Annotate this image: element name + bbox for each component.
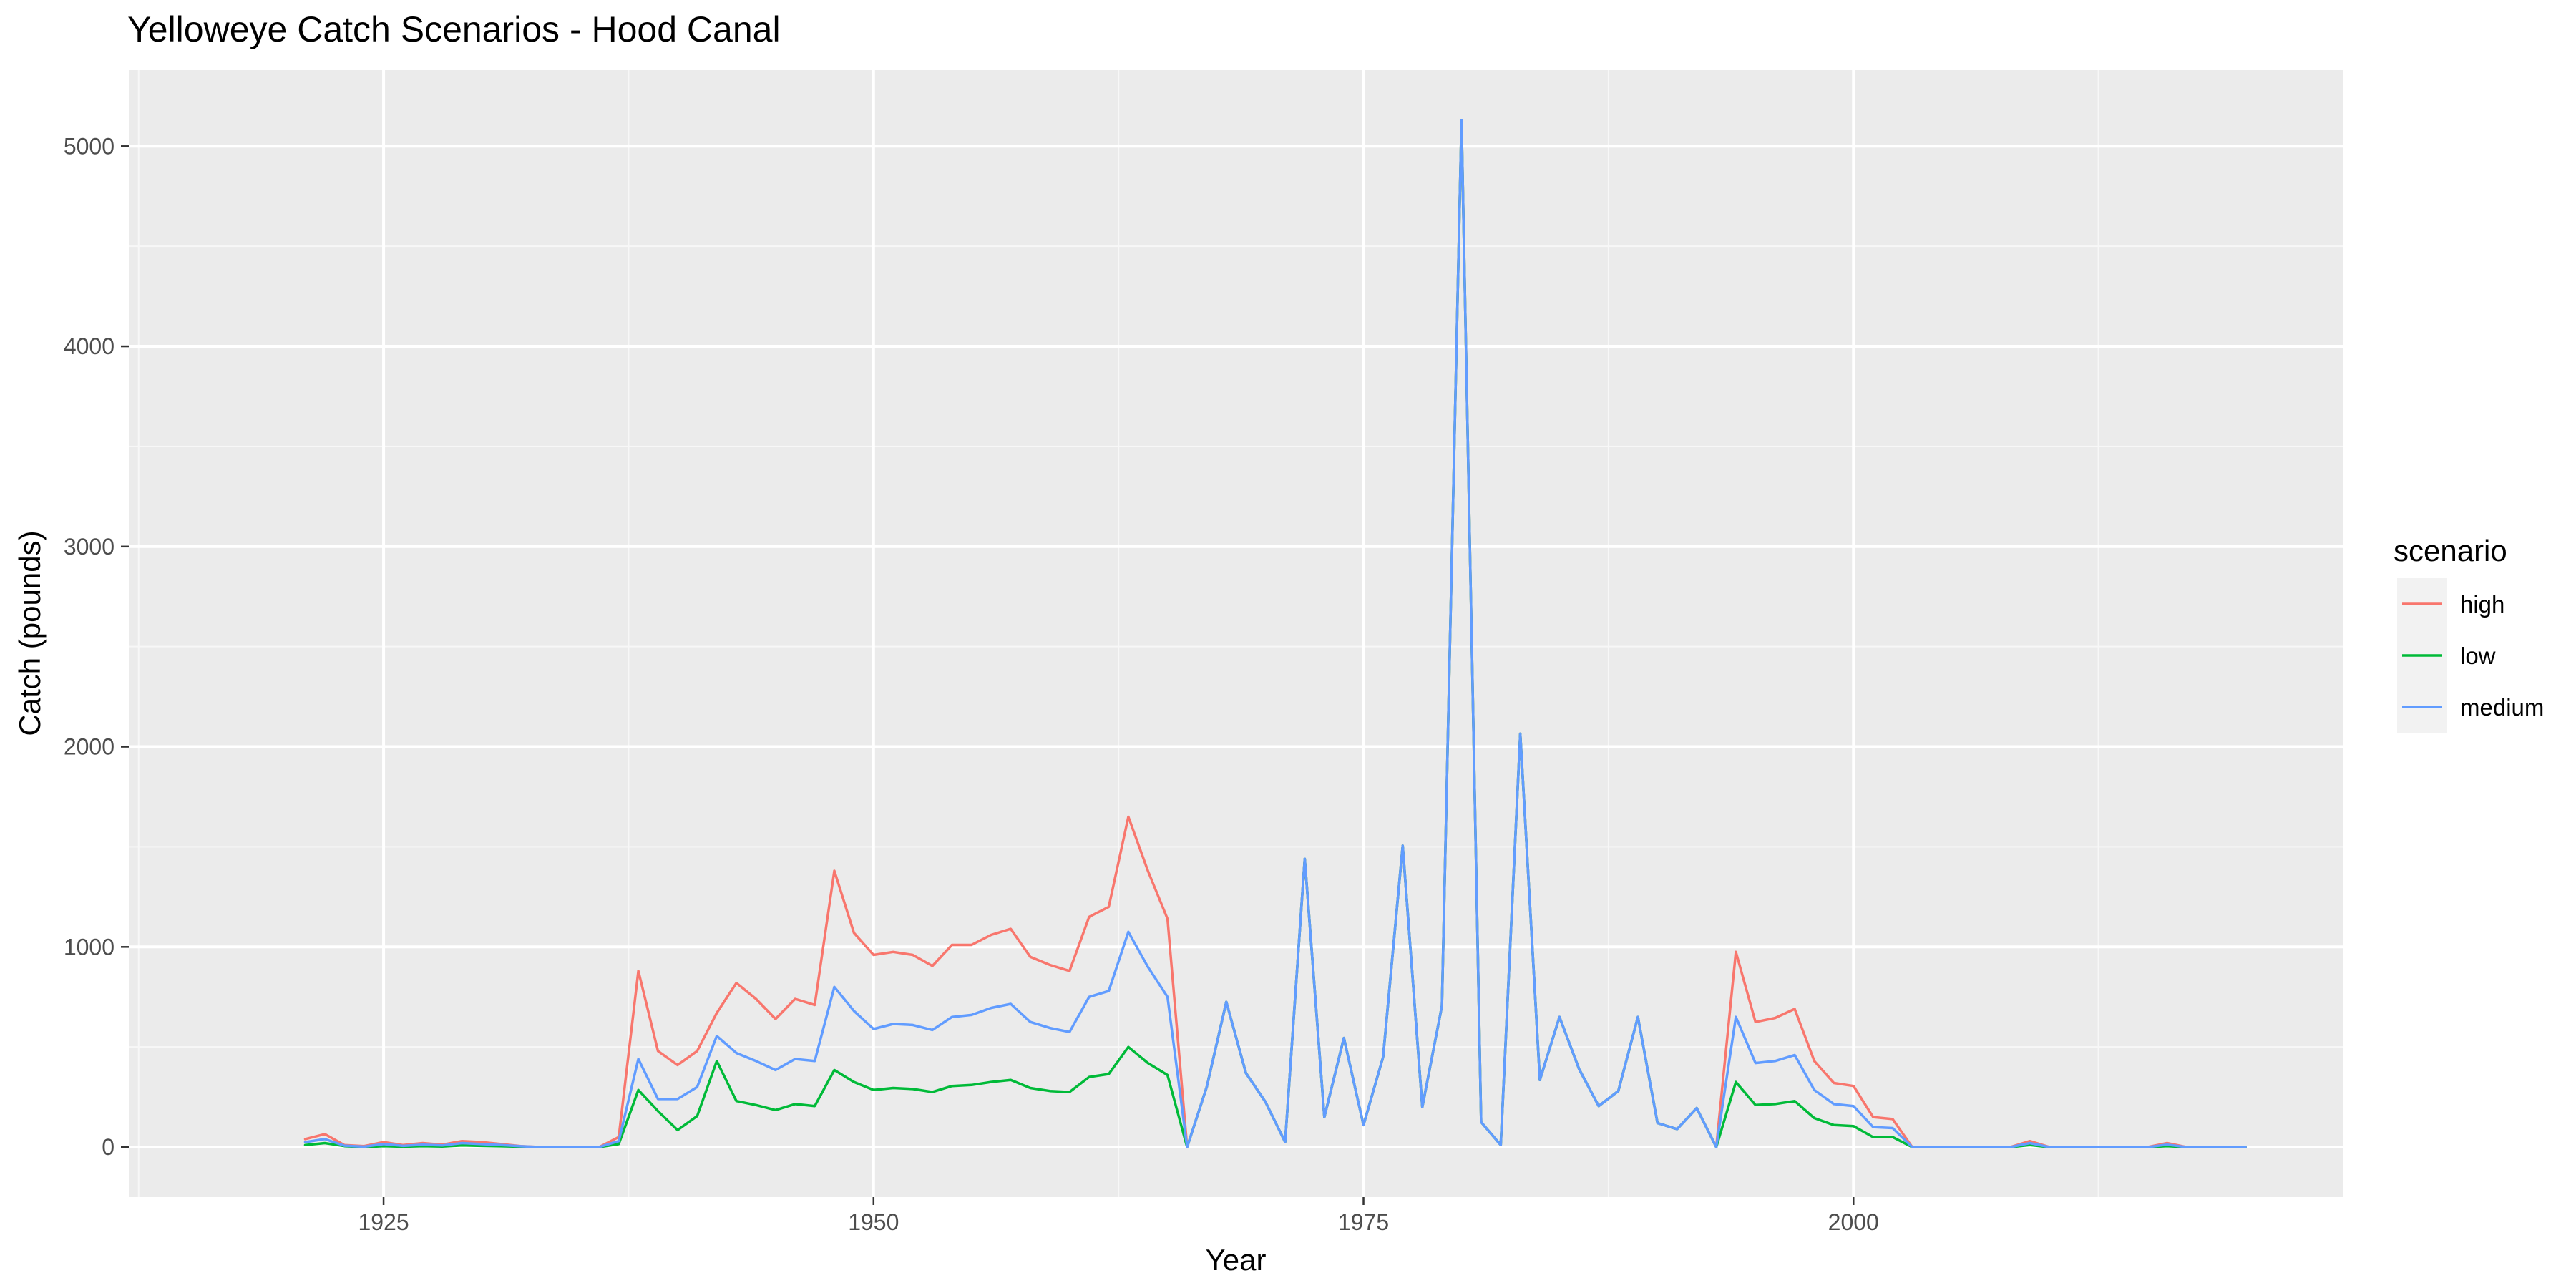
legend-keys: high low medium	[2397, 578, 2544, 733]
y-tick-labels: 0 1000 2000 3000 4000 5000	[64, 133, 114, 1160]
y-tick-label: 5000	[64, 133, 114, 159]
y-tick-label: 3000	[64, 534, 114, 560]
legend-title: scenario	[2394, 534, 2507, 567]
x-tick-label: 2000	[1828, 1209, 1879, 1235]
legend-label-medium: medium	[2460, 694, 2544, 721]
grid-major	[129, 70, 2343, 1197]
grid-minor	[129, 70, 2343, 1197]
plot-panel	[129, 70, 2343, 1197]
x-tick-label: 1925	[358, 1209, 409, 1235]
y-axis-title: Catch (pounds)	[13, 530, 47, 736]
legend-label-high: high	[2460, 591, 2504, 618]
legend-label-low: low	[2460, 643, 2496, 669]
x-axis-title: Year	[1206, 1243, 1267, 1277]
y-tick-label: 0	[102, 1134, 114, 1160]
axis-ticks	[121, 145, 1855, 1205]
x-tick-label: 1950	[848, 1209, 899, 1235]
x-tick-labels: 1925 1950 1975 2000	[358, 1209, 1878, 1235]
chart-title: Yelloweye Catch Scenarios - Hood Canal	[127, 9, 781, 49]
series-lines	[303, 119, 2247, 1148]
series-line-medium	[303, 119, 2247, 1148]
y-tick-label: 2000	[64, 734, 114, 760]
y-tick-label: 1000	[64, 934, 114, 960]
legend: scenario high low medium	[2394, 534, 2544, 733]
y-tick-label: 4000	[64, 333, 114, 359]
x-tick-label: 1975	[1338, 1209, 1389, 1235]
